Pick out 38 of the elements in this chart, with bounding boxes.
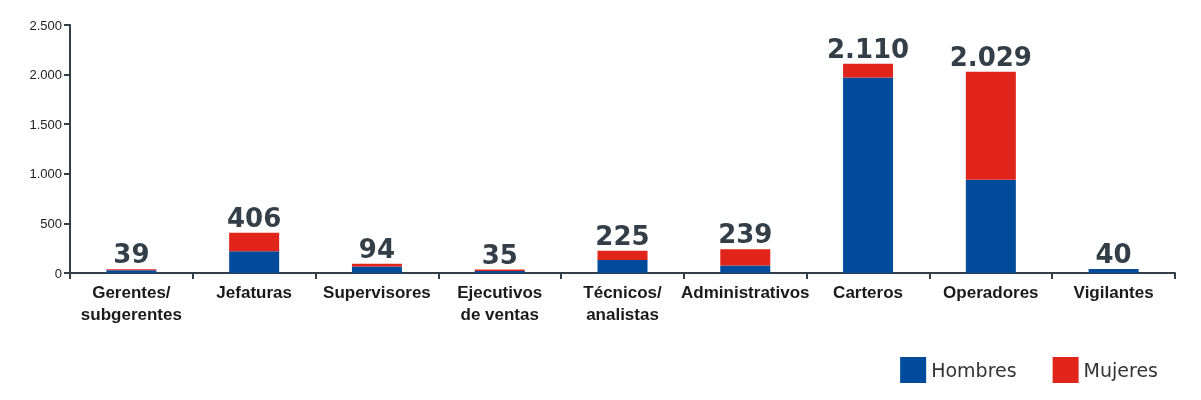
x-tick-label: Técnicos/ analistas xyxy=(583,282,662,324)
bar xyxy=(229,232,280,252)
y-tick-label: 0 xyxy=(54,265,62,281)
total-label: 94 xyxy=(358,233,396,264)
y-tick-label: 500 xyxy=(40,215,62,231)
legend-label: Hombres xyxy=(931,359,1017,381)
legend-label: Mujeres xyxy=(1083,359,1158,381)
total-label: 39 xyxy=(113,239,150,270)
bar xyxy=(720,265,771,273)
bar xyxy=(843,77,894,273)
bar xyxy=(597,250,648,261)
total-label: 225 xyxy=(595,220,650,251)
total-label: 40 xyxy=(1095,239,1132,270)
y-tick-label: 1.500 xyxy=(29,116,62,132)
total-label: 239 xyxy=(718,219,773,250)
bar xyxy=(720,249,771,266)
total-label: 406 xyxy=(227,202,282,233)
x-tick-label: Supervisores xyxy=(323,282,431,302)
x-tick-label: Vigilantes xyxy=(1073,282,1154,302)
y-tick-label: 2.500 xyxy=(29,17,62,33)
x-tick-label: Operadores xyxy=(943,282,1039,302)
y-tick-label: 2.000 xyxy=(29,67,62,83)
x-tick-label: Jefaturas xyxy=(216,282,292,302)
total-label: 2.110 xyxy=(826,33,910,64)
y-tick-label: 1.000 xyxy=(29,166,62,182)
total-label: 35 xyxy=(481,239,518,270)
x-tick-label: Carteros xyxy=(833,282,904,302)
x-tick-label: Administrativos xyxy=(681,282,810,302)
bar xyxy=(351,266,402,273)
bar xyxy=(965,179,1016,273)
bar xyxy=(229,251,280,273)
total-label: 2.029 xyxy=(949,41,1032,72)
bar xyxy=(965,71,1016,180)
bar xyxy=(1088,269,1139,273)
bar xyxy=(843,63,894,78)
x-tick-label: Ejecutivos de ventas xyxy=(457,282,543,324)
x-tick-label: Gerentes/ subgerentes xyxy=(80,282,182,324)
bar xyxy=(597,260,648,273)
